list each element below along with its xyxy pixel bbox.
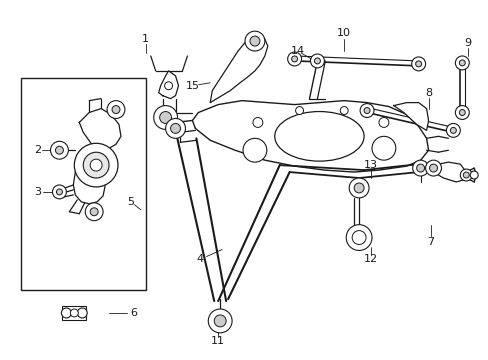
Text: 6: 6 (130, 308, 137, 318)
Circle shape (295, 107, 303, 114)
Circle shape (364, 108, 369, 113)
Circle shape (77, 308, 87, 318)
Circle shape (446, 123, 459, 137)
Circle shape (412, 160, 427, 176)
Circle shape (55, 146, 63, 154)
Circle shape (425, 160, 441, 176)
Circle shape (70, 309, 78, 317)
Bar (20, 78, 145, 290)
Circle shape (244, 31, 264, 51)
Circle shape (348, 178, 368, 198)
Circle shape (353, 183, 364, 193)
Circle shape (107, 100, 124, 118)
Circle shape (310, 54, 324, 68)
Circle shape (61, 308, 71, 318)
Text: 8: 8 (424, 88, 431, 98)
Circle shape (458, 109, 464, 116)
Circle shape (83, 152, 109, 178)
Polygon shape (192, 100, 427, 172)
Text: 2: 2 (34, 145, 41, 155)
Text: 14: 14 (290, 46, 304, 56)
Circle shape (458, 60, 464, 66)
Circle shape (170, 123, 180, 133)
Circle shape (411, 57, 425, 71)
Circle shape (249, 36, 259, 46)
Circle shape (416, 164, 424, 172)
Text: 12: 12 (363, 255, 377, 264)
Circle shape (459, 169, 471, 181)
Circle shape (90, 208, 98, 216)
Circle shape (378, 117, 388, 127)
Circle shape (462, 172, 468, 178)
Circle shape (314, 58, 320, 64)
Circle shape (346, 225, 371, 251)
Text: 11: 11 (211, 336, 225, 346)
Text: 3: 3 (34, 187, 41, 197)
Circle shape (287, 52, 301, 66)
Ellipse shape (274, 112, 364, 161)
Circle shape (56, 189, 62, 195)
Text: 4: 4 (196, 255, 203, 264)
Circle shape (449, 127, 455, 133)
Circle shape (165, 118, 185, 138)
Circle shape (415, 61, 421, 67)
Circle shape (74, 143, 118, 187)
Circle shape (371, 136, 395, 160)
Circle shape (112, 105, 120, 113)
Text: 5: 5 (127, 197, 134, 207)
Text: 1: 1 (142, 34, 149, 44)
Circle shape (351, 231, 366, 244)
Text: 9: 9 (464, 38, 471, 48)
Polygon shape (393, 103, 427, 130)
Circle shape (359, 104, 373, 117)
Circle shape (454, 105, 468, 120)
Bar (62, 306, 86, 320)
Text: 15: 15 (185, 81, 199, 91)
Polygon shape (158, 71, 178, 99)
Circle shape (85, 203, 103, 221)
Circle shape (90, 159, 102, 171)
Polygon shape (79, 109, 121, 150)
Circle shape (160, 112, 171, 123)
Circle shape (164, 82, 172, 90)
Circle shape (454, 56, 468, 70)
Circle shape (208, 309, 232, 333)
Circle shape (428, 164, 437, 172)
Text: 7: 7 (426, 237, 433, 247)
Polygon shape (433, 162, 466, 182)
Circle shape (469, 171, 477, 179)
Circle shape (291, 56, 297, 62)
Circle shape (252, 117, 263, 127)
Circle shape (153, 105, 177, 129)
Text: 10: 10 (337, 28, 350, 38)
Polygon shape (73, 154, 105, 204)
Text: 13: 13 (363, 160, 377, 170)
Polygon shape (210, 33, 267, 103)
Circle shape (243, 138, 266, 162)
Circle shape (52, 185, 66, 199)
Circle shape (340, 107, 347, 114)
Circle shape (50, 141, 68, 159)
Circle shape (214, 315, 225, 327)
